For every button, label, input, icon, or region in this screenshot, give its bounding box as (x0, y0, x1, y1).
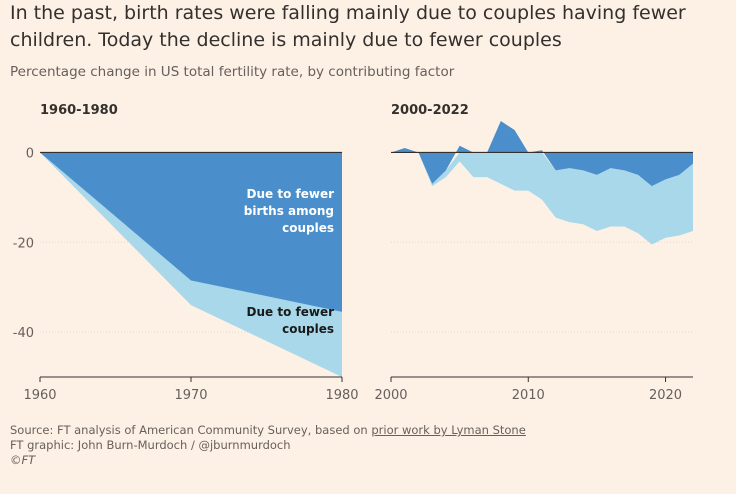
copyright: ©FT (10, 453, 36, 467)
x-tick-label: 1970 (174, 388, 207, 403)
annotation-line: couples (282, 322, 334, 336)
annotation-line: Due to fewer (247, 187, 335, 201)
y-tick-label: -40 (13, 326, 34, 341)
annotation-fewer-couples: Due to fewer couples (247, 305, 335, 336)
chart-subtitle: Percentage change in US total fertility … (10, 64, 455, 80)
annotation-line: Due to fewer (247, 305, 335, 319)
source-link[interactable]: prior work by Lyman Stone (371, 423, 526, 437)
x-tick-label: 1960 (23, 388, 56, 403)
footer: Source: FT analysis of American Communit… (10, 423, 526, 468)
annotation-line: births among (244, 204, 334, 218)
area-fewer-couples (391, 152, 693, 245)
panel-2000-2022: 2000-2022 2000 2010 2020 (374, 103, 693, 403)
area-fewer-couples (40, 152, 342, 377)
credit-line: FT graphic: John Burn-Murdoch / @jburnmu… (10, 438, 291, 452)
panel-title: 2000-2022 (391, 103, 469, 118)
x-tick-label: 2020 (649, 388, 682, 403)
x-tick-label: 1980 (325, 388, 358, 403)
area-fewer-births-among-couples (391, 121, 693, 187)
area-fewer-births-among-couples (40, 152, 342, 312)
y-tick-label: 0 (26, 146, 34, 161)
x-tick-label: 2010 (512, 388, 545, 403)
annotation-line: couples (282, 221, 334, 235)
annotation-fewer-births-among-couples: Due to fewer births among couples (244, 187, 334, 235)
source-text: Source: FT analysis of American Communit… (10, 423, 368, 437)
chart-canvas: 1960-1980 1960 1970 1980 Due to fewer births … (13, 103, 693, 403)
y-tick-label: -20 (13, 236, 34, 251)
panel-1960-1980: 1960-1980 1960 1970 1980 Due to fewer births … (23, 103, 358, 403)
panel-title: 1960-1980 (40, 103, 118, 118)
x-tick-label: 2000 (374, 388, 407, 403)
chart-title: In the past, birth rates were falling ma… (10, 2, 686, 51)
source-line: Source: FT analysis of American Communit… (10, 423, 526, 438)
